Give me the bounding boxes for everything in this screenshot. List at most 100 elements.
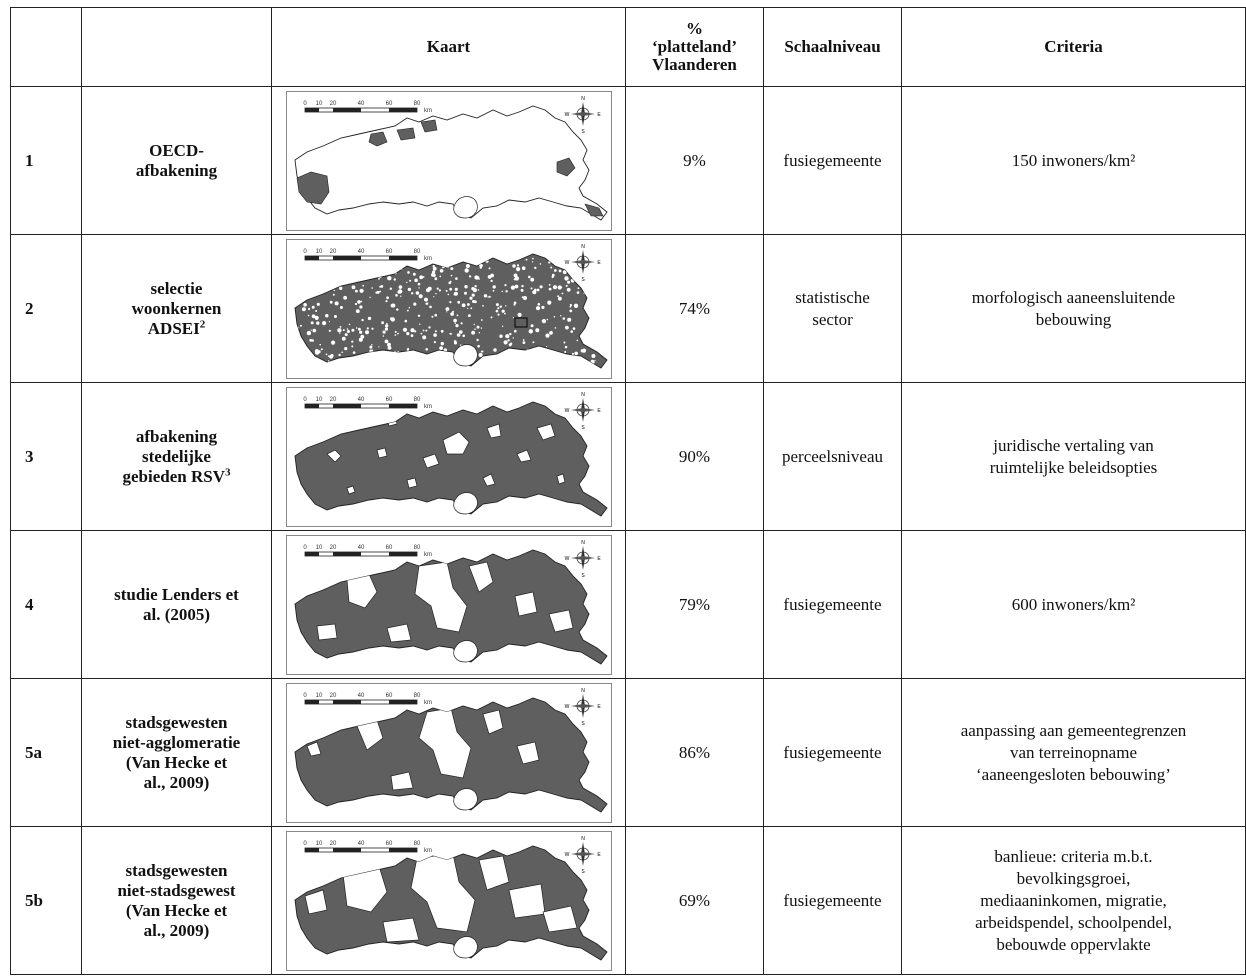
scalebar-tick-label: 0	[303, 397, 307, 403]
scalebar-tick-label: 40	[357, 693, 364, 699]
scalebar-tick-label: 0	[303, 545, 307, 551]
rural-area	[556, 157, 575, 176]
rural-percentage: 86%	[625, 678, 764, 827]
scalebar-tick-label: 20	[329, 545, 336, 551]
svg-text:E: E	[597, 112, 601, 118]
scalebar-tick-label: 20	[329, 841, 336, 847]
urban-area	[422, 453, 439, 468]
row-name-line: niet-agglomeratie	[112, 732, 241, 752]
compass-icon: N S E W	[564, 540, 601, 579]
urban-area	[516, 741, 539, 764]
scalebar-tick-label: 10	[315, 841, 322, 847]
svg-text:N: N	[581, 96, 585, 102]
row-name-line: al., 2009)	[143, 772, 210, 792]
compass-icon: N S E W	[564, 96, 601, 135]
svg-text:E: E	[597, 408, 601, 414]
compass-icon: N S E W	[564, 244, 601, 283]
row-name: studie Lenders et al. (2005)	[81, 530, 272, 679]
urban-area	[442, 431, 469, 454]
row-name-line: al., 2009)	[143, 920, 210, 940]
scalebar-unit: km	[424, 404, 432, 410]
rural-area	[420, 119, 437, 132]
row-number: 1	[10, 86, 82, 235]
urban-area	[410, 853, 475, 932]
svg-text:S: S	[581, 129, 585, 135]
svg-text:W: W	[564, 852, 569, 858]
comparison-table: Kaart % ‘platteland’ Vlaanderen Schaalni…	[10, 7, 1246, 975]
map-cell: 0 10 20 40 60 80 km N S E W	[271, 530, 626, 679]
urban-area	[306, 741, 321, 756]
scale-line: fusiegemeente	[783, 594, 882, 614]
map-cell: 0 10 20 40 60 80 km N S E W	[271, 826, 626, 975]
row-name-line: afbakening	[135, 160, 218, 180]
header-pct-line: ‘platteland’	[652, 37, 737, 56]
svg-text:N: N	[581, 540, 585, 546]
criteria: morfologisch aaneensluitende bebouwing	[901, 234, 1246, 383]
scalebar-unit: km	[424, 256, 432, 262]
scalebar-tick-label: 10	[315, 397, 322, 403]
scalebar-tick-label: 60	[385, 693, 392, 699]
urban-area	[468, 561, 493, 593]
criteria: 600 inwoners/km²	[901, 530, 1246, 679]
scalebar-tick-label: 40	[357, 249, 364, 255]
scalebar-tick-label: 10	[315, 545, 322, 551]
row-name-line: (Van Hecke et	[125, 752, 228, 772]
scalebar-tick-label: 60	[385, 545, 392, 551]
svg-text:W: W	[564, 704, 569, 710]
urban-area	[406, 477, 417, 488]
map-graphic: 0 10 20 40 60 80 km N S E W	[294, 688, 608, 813]
criteria-line: bevolkingsgroei,	[1016, 868, 1131, 888]
row-name-line: (Van Hecke et	[125, 900, 228, 920]
scalebar-unit: km	[424, 848, 432, 854]
scalebar-tick-label: 80	[413, 101, 420, 107]
criteria-line: banlieue: criteria m.b.t.	[994, 846, 1153, 866]
scalebar-tick-label: 80	[413, 397, 420, 403]
compass-icon: N S E W	[564, 688, 601, 727]
header-row: Kaart % ‘platteland’ Vlaanderen Schaalni…	[10, 7, 1246, 87]
row-name-line: woonkernen	[131, 298, 222, 318]
table-row: 4 studie Lenders et al. (2005) 0 10 20 40 60 80 k…	[10, 530, 1246, 679]
scale-line: sector	[812, 309, 853, 329]
scalebar-tick-label: 40	[357, 397, 364, 403]
svg-text:E: E	[597, 704, 601, 710]
table-row: 3 afbakening stedelijke gebieden RSV3 0 10 20 4…	[10, 382, 1246, 531]
urban-area	[382, 917, 419, 942]
map-graphic: 0 10 20 40 60 80 km N S E W	[294, 96, 608, 221]
scalebar-tick-label: 10	[315, 693, 322, 699]
criteria-line: van terreinopname	[1010, 742, 1137, 762]
criteria-line: ‘aaneengesloten bebouwing’	[976, 764, 1171, 784]
svg-text:W: W	[564, 112, 569, 118]
scalebar-unit: km	[424, 108, 432, 114]
scalebar-tick-label: 80	[413, 249, 420, 255]
urban-area	[325, 449, 341, 462]
scalebar-tick-label: 40	[357, 841, 364, 847]
rural-area	[368, 131, 387, 146]
rural-percentage: 9%	[625, 86, 764, 235]
svg-text:W: W	[564, 556, 569, 562]
scalebar-unit: km	[424, 552, 432, 558]
scalebar-tick-label: 20	[329, 397, 336, 403]
map-frame: 0 10 20 40 60 80 km N S E W	[285, 386, 612, 527]
row-name-line: stedelijke	[142, 446, 211, 466]
criteria-line: bebouwing	[1035, 309, 1112, 329]
map-cell: 0 10 20 40 60 80 km N S E W	[271, 86, 626, 235]
svg-text:E: E	[597, 556, 601, 562]
scale-level: perceelsniveau	[763, 382, 902, 531]
rural-area	[583, 203, 603, 216]
scale-line: fusiegemeente	[783, 890, 882, 910]
row-name-line: studie Lenders et	[114, 584, 239, 604]
row-name-line: ADSEI2	[147, 317, 206, 338]
criteria-line: mediaaninkomen, migratie,	[980, 890, 1167, 910]
scalebar-tick-label: 80	[413, 545, 420, 551]
map-graphic: 0 10 20 40 60 80 km N S E W	[294, 392, 608, 517]
header-map: Kaart	[271, 7, 626, 87]
scalebar-tick-label: 80	[413, 693, 420, 699]
row-name-line: niet-stadsgewest	[117, 880, 236, 900]
scalebar-tick-label: 10	[315, 101, 322, 107]
table-row: 5a stadsgewesten niet-agglomeratie (Van Hec…	[10, 678, 1246, 827]
scalebar-tick-label: 20	[329, 693, 336, 699]
scalebar-tick-label: 60	[385, 249, 392, 255]
row-number: 4	[10, 530, 82, 679]
scale-line: fusiegemeente	[783, 742, 882, 762]
criteria-line: bebouwde oppervlakte	[996, 934, 1151, 954]
